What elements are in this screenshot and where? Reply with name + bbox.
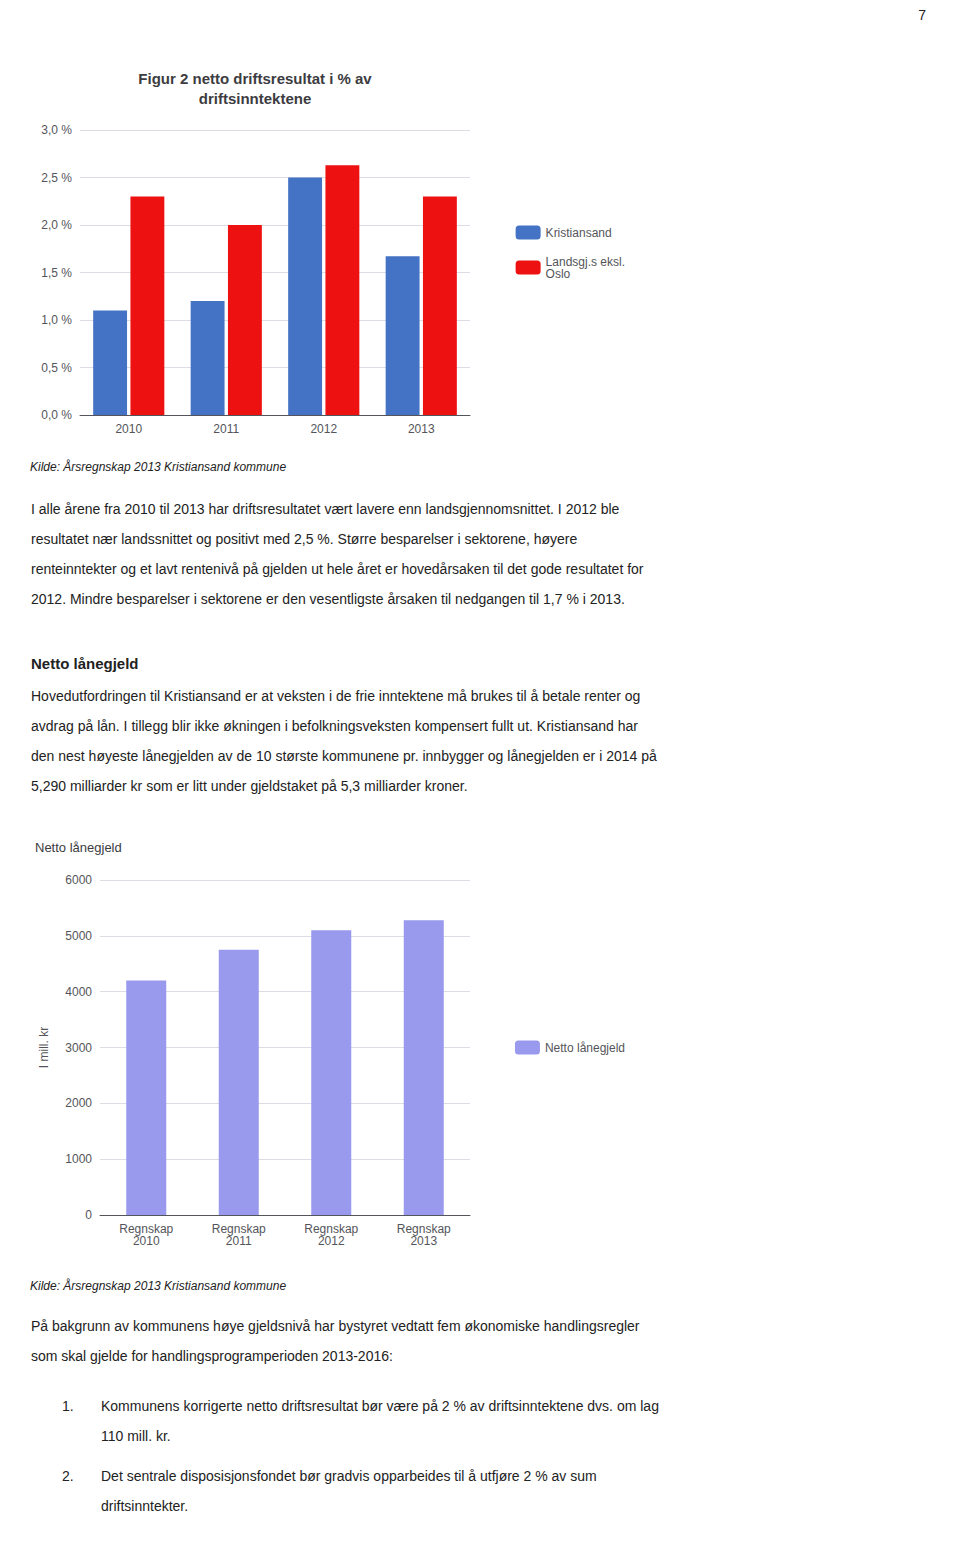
html-text:På bakgrunn av kommunens høye: På bakgrunn av kommunens høye gjeldsnivå… bbox=[31, 1318, 640, 1334]
html-text:Kommunens korrigerte netto dri: Kommunens korrigerte netto driftsresulta… bbox=[101, 1398, 659, 1414]
svg-text:2013: 2013 bbox=[408, 422, 435, 436]
svg-text:Landsgj.s eksl.: Landsgj.s eksl. bbox=[545, 254, 625, 269]
html-text:avdrag på lån. I tillegg blir: avdrag på lån. I tillegg blir ikke øknin… bbox=[31, 718, 638, 734]
svg-text:Kristiansand: Kristiansand bbox=[546, 226, 612, 240]
svg-text:2,0 %: 2,0 % bbox=[41, 218, 72, 232]
svg-text:0: 0 bbox=[85, 1208, 92, 1222]
html-text:2.: 2. bbox=[62, 1468, 74, 1484]
svg-text:2000: 2000 bbox=[65, 1096, 92, 1110]
html-text:resultatet nær landssnittet og: resultatet nær landssnittet og positivt … bbox=[31, 531, 578, 547]
svg-text:Regnskap: Regnskap bbox=[119, 1222, 174, 1236]
svg-text:2,5 %: 2,5 % bbox=[41, 171, 72, 185]
svg-text:Figur 2 netto driftsresultat i: Figur 2 netto driftsresultat i % av bbox=[138, 70, 372, 87]
svg-text:1,0 %: 1,0 % bbox=[41, 313, 72, 327]
html-text:7: 7 bbox=[918, 7, 926, 23]
svg-text:3000: 3000 bbox=[65, 1041, 92, 1055]
svg-text:4000: 4000 bbox=[65, 985, 92, 999]
html-text:renteinntekter og et lavt rent: renteinntekter og et lavt rentenivå på g… bbox=[31, 561, 644, 577]
html-text:I alle årene fra 2010 til 2013: I alle årene fra 2010 til 2013 har drift… bbox=[31, 501, 620, 517]
html-text:5,290 milliarder kr som er lit: 5,290 milliarder kr som er litt under gj… bbox=[31, 778, 468, 794]
svg-text:driftsinntektene: driftsinntektene bbox=[199, 90, 312, 107]
svg-text:Regnskap: Regnskap bbox=[211, 1222, 266, 1236]
svg-text:1,5 %: 1,5 % bbox=[41, 266, 72, 280]
html-text:Netto lånegjeld: Netto lånegjeld bbox=[31, 655, 139, 672]
svg-text:0,0 %: 0,0 % bbox=[41, 408, 72, 422]
svg-text:1000: 1000 bbox=[65, 1152, 92, 1166]
html-text:Hovedutfordringen til Kristian: Hovedutfordringen til Kristiansand er at… bbox=[31, 688, 641, 704]
html-text:driftsinntekter.: driftsinntekter. bbox=[101, 1498, 189, 1514]
svg-text:Regnskap: Regnskap bbox=[304, 1222, 359, 1236]
svg-text:0,5 %: 0,5 % bbox=[41, 361, 72, 375]
html-text:Det sentrale disposisjonsfonde: Det sentrale disposisjonsfondet bør grad… bbox=[101, 1468, 597, 1484]
svg-text:2011: 2011 bbox=[226, 1234, 252, 1248]
html-text:som skal gjelde for handlingsp: som skal gjelde for handlingsprogramperi… bbox=[31, 1348, 393, 1364]
html-text:Kilde: Årsregnskap 2013 Kristi: Kilde: Årsregnskap 2013 Kristiansand kom… bbox=[30, 460, 287, 474]
svg-text:Netto lånegjeld: Netto lånegjeld bbox=[545, 1041, 625, 1055]
svg-text:6000: 6000 bbox=[65, 873, 92, 887]
html-text:Kilde: Årsregnskap 2013 Kristi: Kilde: Årsregnskap 2013 Kristiansand kom… bbox=[30, 1279, 287, 1293]
svg-text:2010: 2010 bbox=[133, 1234, 160, 1248]
html-text:1.: 1. bbox=[62, 1398, 74, 1414]
html-text:110 mill. kr.: 110 mill. kr. bbox=[101, 1428, 171, 1444]
svg-text:3,0 %: 3,0 % bbox=[41, 123, 72, 137]
svg-text:5000: 5000 bbox=[65, 929, 92, 943]
svg-text:Oslo: Oslo bbox=[546, 267, 571, 281]
svg-text:2013: 2013 bbox=[410, 1234, 437, 1248]
svg-text:2010: 2010 bbox=[115, 422, 142, 436]
svg-text:2011: 2011 bbox=[213, 422, 239, 436]
html-text:den nest høyeste lånegjelden a: den nest høyeste lånegjelden av de 10 st… bbox=[31, 748, 657, 764]
svg-text:Regnskap: Regnskap bbox=[396, 1222, 451, 1236]
svg-text:2012: 2012 bbox=[318, 1234, 345, 1248]
html-text:2012. Mindre besparelser i sek: 2012. Mindre besparelser i sektorene er … bbox=[31, 591, 625, 607]
svg-text:2012: 2012 bbox=[310, 422, 337, 436]
svg-text:I mill. kr: I mill. kr bbox=[37, 1027, 51, 1068]
svg-text:Netto lånegjeld: Netto lånegjeld bbox=[35, 840, 122, 855]
